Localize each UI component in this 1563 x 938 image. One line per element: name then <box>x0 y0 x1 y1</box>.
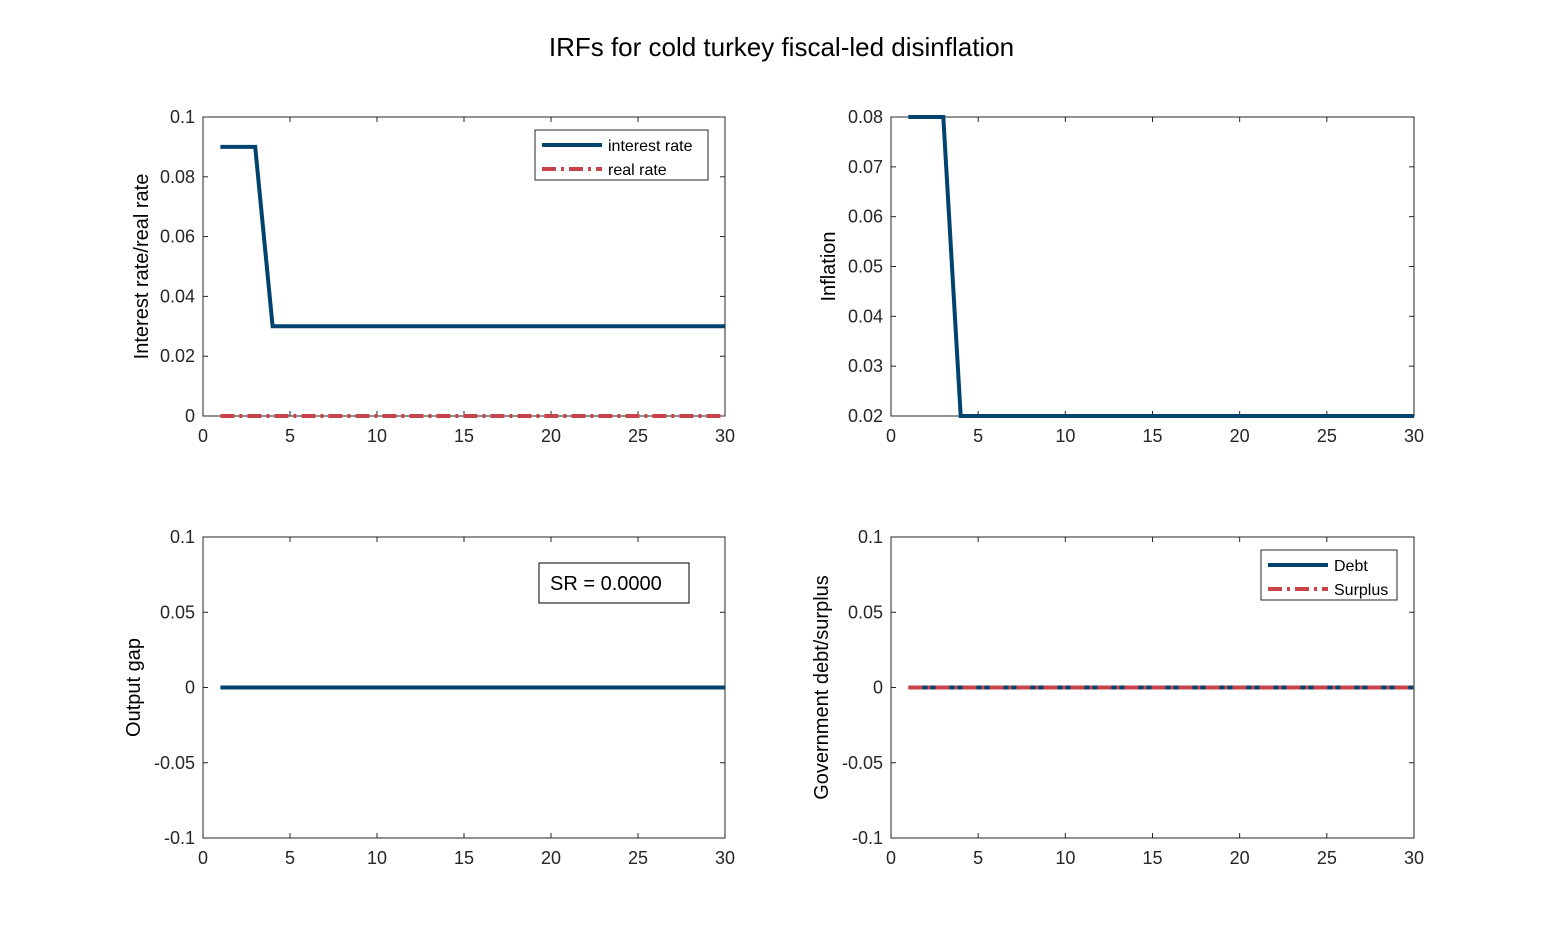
legend-label: real rate <box>608 162 667 179</box>
y-tick-label: -0.1 <box>164 828 195 848</box>
y-tick-label: 0.1 <box>170 527 195 547</box>
x-tick-label: 0 <box>886 848 896 868</box>
x-tick-label: 10 <box>367 848 387 868</box>
legend-box <box>1260 549 1398 601</box>
y-tick-label: 0.1 <box>858 527 883 547</box>
y-tick-label: -0.1 <box>852 828 883 848</box>
x-tick-label: 30 <box>1404 848 1424 868</box>
subplot-4: 0 5 10 15 20 25 30 -0.1 -0.05 0 0.05 0.1 Government … <box>811 527 1424 868</box>
x-tick-label: 30 <box>1404 426 1424 446</box>
y-tick-label: -0.05 <box>842 753 883 773</box>
y-tick-label: 0 <box>873 678 883 698</box>
y-tick-label: 0 <box>185 406 195 426</box>
x-tick-label: 30 <box>715 848 735 868</box>
y-tick-label: 0.02 <box>160 346 195 366</box>
series-line-interest-rate <box>220 144 725 329</box>
x-tick-label: 0 <box>198 848 208 868</box>
subplot-1: 0 5 10 15 20 25 30 0 0.02 0.04 0.06 0.08 0.1 Interest… <box>131 107 735 446</box>
x-tick-label: 15 <box>454 426 474 446</box>
y-tick-label: 0.05 <box>160 602 195 622</box>
y-tick-label: 0.08 <box>160 167 195 187</box>
legend-label: Debt <box>1334 558 1368 575</box>
y-tick-label: 0.1 <box>170 107 195 127</box>
y-tick-label: 0.06 <box>848 207 883 227</box>
figure-title: IRFs for cold turkey fiscal-led disinfla… <box>548 32 1015 62</box>
x-tick-label: 10 <box>1055 426 1075 446</box>
x-tick-label: 5 <box>973 426 983 446</box>
x-tick-label: 15 <box>1142 426 1162 446</box>
y-axis-label: Government debt/surplus <box>811 575 833 800</box>
x-tick-label: 20 <box>541 848 561 868</box>
x-tick-label: 15 <box>1142 848 1162 868</box>
annotation-text: SR = 0.0000 <box>550 573 662 595</box>
x-tick-label: 20 <box>541 426 561 446</box>
x-tick-label: 15 <box>454 848 474 868</box>
legend: interest rate real rate <box>534 129 709 181</box>
y-tick-label: 0.02 <box>848 406 883 426</box>
y-axis-label: Interest rate/real rate <box>131 174 153 360</box>
x-tick-label: 20 <box>1230 848 1250 868</box>
x-tick-label: 5 <box>973 848 983 868</box>
x-tick-label: 30 <box>715 426 735 446</box>
y-tick-label: 0.05 <box>848 257 883 277</box>
x-tick-label: 25 <box>628 848 648 868</box>
x-tick-label: 5 <box>285 848 295 868</box>
legend-box <box>534 129 709 181</box>
legend-label: interest rate <box>608 138 693 155</box>
subplot-2: 0 5 10 15 20 25 30 0.02 0.03 0.04 0.05 0.06 0.07 0.08… <box>818 107 1424 446</box>
legend-label: Surplus <box>1334 582 1388 599</box>
legend: Debt Surplus <box>1260 549 1398 601</box>
y-tick-label: 0.04 <box>848 306 883 326</box>
x-tick-label: 5 <box>285 426 295 446</box>
x-tick-label: 10 <box>1055 848 1075 868</box>
y-tick-label: 0 <box>185 678 195 698</box>
x-tick-label: 0 <box>198 426 208 446</box>
y-tick-label: -0.05 <box>154 753 195 773</box>
y-axis-label: Output gap <box>123 638 145 737</box>
x-tick-label: 25 <box>1317 426 1337 446</box>
x-tick-label: 25 <box>628 426 648 446</box>
y-axis-label: Inflation <box>818 231 840 301</box>
y-tick-label: 0.05 <box>848 602 883 622</box>
y-tick-label: 0.08 <box>848 107 883 127</box>
y-tick-label: 0.06 <box>160 227 195 247</box>
x-tick-label: 0 <box>886 426 896 446</box>
y-tick-label: 0.04 <box>160 286 195 306</box>
plot-area <box>890 116 1415 417</box>
x-tick-label: 10 <box>367 426 387 446</box>
y-tick-label: 0.03 <box>848 356 883 376</box>
series-line-1 <box>908 115 1414 418</box>
subplot-3: 0 5 10 15 20 25 30 -0.1 -0.05 0 0.05 0.1 Output gap S… <box>123 527 735 868</box>
x-tick-label: 20 <box>1230 426 1250 446</box>
y-tick-label: 0.07 <box>848 157 883 177</box>
annotation-box <box>538 562 690 604</box>
x-tick-label: 25 <box>1317 848 1337 868</box>
